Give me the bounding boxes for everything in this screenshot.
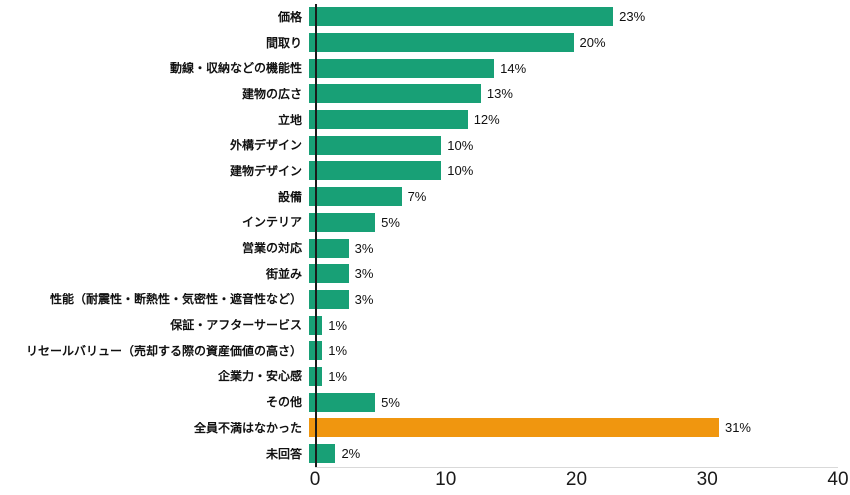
value-label: 5% [381, 214, 400, 230]
category-label: 価格 [277, 10, 302, 23]
bar-track: 31% [309, 418, 838, 438]
category-label: 保証・アフターサービス [170, 319, 302, 332]
bar-track: 7% [309, 187, 838, 207]
category-label: 街並み [265, 267, 302, 280]
value-label: 1% [328, 368, 348, 384]
x-tick-label: 20 [565, 469, 588, 490]
bar-track: 1% [309, 366, 838, 386]
chart-row: 立地 12% [0, 107, 838, 133]
x-tick-label: 10 [435, 469, 457, 490]
x-axis-line [315, 467, 838, 468]
chart-row: 建物デザイン 10% [0, 158, 838, 184]
chart-row: インテリア 5% [0, 210, 838, 236]
category-label: 企業力・安心感 [217, 370, 302, 383]
bar-track: 13% [309, 84, 838, 104]
bar [309, 289, 349, 309]
chart-row: 営業の対応 3% [0, 235, 838, 261]
category-label: 動線・収納などの機能性 [169, 62, 302, 75]
bar [309, 264, 349, 284]
chart-row: 全員不満はなかった 31% [0, 415, 838, 441]
bar-track: 23% [309, 7, 838, 27]
bar [309, 238, 349, 258]
bar [309, 7, 614, 27]
value-label: 31% [724, 420, 751, 436]
bar [309, 187, 402, 207]
value-label: 13% [486, 86, 513, 102]
category-label: リセールバリュー（売却する際の資産価値の高さ） [25, 344, 302, 357]
bar [309, 212, 376, 232]
bar-track: 3% [309, 238, 838, 258]
value-label: 3% [354, 266, 374, 282]
chart-row: その他 5% [0, 389, 838, 415]
bar [309, 135, 442, 155]
bar-track: 14% [309, 58, 838, 78]
value-label: 23% [619, 9, 646, 25]
chart-row: 外構デザイン 10% [0, 132, 838, 158]
bar-track: 3% [309, 264, 838, 284]
bar-track: 12% [309, 110, 838, 130]
bar-track: 5% [309, 392, 838, 412]
category-label: 全員不満はなかった [193, 421, 302, 434]
bar-track: 1% [309, 341, 838, 361]
bar [309, 161, 442, 181]
bar-track: 10% [309, 161, 838, 181]
bar [309, 84, 481, 104]
chart-row: 間取り 20% [0, 30, 838, 56]
bar [309, 33, 574, 53]
bar [309, 110, 468, 130]
y-axis-line [315, 4, 317, 468]
x-tick-label: 30 [696, 469, 718, 490]
value-label: 5% [381, 394, 400, 410]
category-label: 建物の広さ [241, 87, 302, 100]
x-axis: 0 10 20 30 40 [310, 469, 849, 495]
bar-track: 2% [309, 444, 838, 464]
category-label: 外構デザイン [229, 139, 302, 152]
bar-track: 20% [309, 33, 838, 53]
value-label: 3% [354, 291, 374, 307]
chart-row: 未回答 2% [0, 441, 838, 467]
category-label: 建物デザイン [229, 164, 302, 177]
value-label: 10% [447, 137, 474, 153]
chart-row: 動線・収納などの機能性 14% [0, 55, 838, 81]
bar [309, 58, 495, 78]
chart-row: 企業力・安心感 1% [0, 364, 838, 390]
value-label: 12% [473, 112, 500, 128]
category-label: 間取り [265, 36, 302, 49]
x-tick-label: 40 [827, 469, 849, 490]
category-label: その他 [265, 396, 302, 409]
chart-row: 保証・アフターサービス 1% [0, 312, 838, 338]
bar [309, 392, 376, 412]
category-label: 立地 [277, 113, 302, 126]
value-label: 20% [579, 35, 606, 51]
bar-track: 3% [309, 289, 838, 309]
chart-row: リセールバリュー（売却する際の資産価値の高さ） 1% [0, 338, 838, 364]
category-label: 営業の対応 [241, 242, 302, 255]
chart-row: 性能（耐震性・断熱性・気密性・遮音性など） 3% [0, 287, 838, 313]
category-label: 設備 [277, 190, 302, 203]
chart-row: 設備 7% [0, 184, 838, 210]
category-label: 未回答 [265, 447, 302, 460]
bar-track: 10% [309, 135, 838, 155]
chart-row: 価格 23% [0, 4, 838, 30]
value-label: 1% [328, 317, 348, 333]
value-label: 3% [354, 240, 374, 256]
category-label: 性能（耐震性・断熱性・気密性・遮音性など） [49, 293, 302, 306]
value-label: 10% [447, 163, 474, 179]
chart-row: 街並み 3% [0, 261, 838, 287]
x-tick-label: 0 [309, 469, 321, 490]
bar-track: 5% [309, 212, 838, 232]
value-label: 1% [328, 343, 348, 359]
category-label: インテリア [241, 216, 302, 229]
chart-rows: 価格 23% 間取り 20% 動線・収納などの機能性 14% 建物の広さ 13% 立地 12% 外構… [0, 4, 838, 466]
value-label: 2% [341, 446, 361, 462]
bar [309, 444, 336, 464]
value-label: 14% [500, 60, 527, 76]
bar [309, 418, 719, 438]
value-label: 7% [407, 189, 427, 205]
bar-track: 1% [309, 315, 838, 335]
chart-row: 建物の広さ 13% [0, 81, 838, 107]
